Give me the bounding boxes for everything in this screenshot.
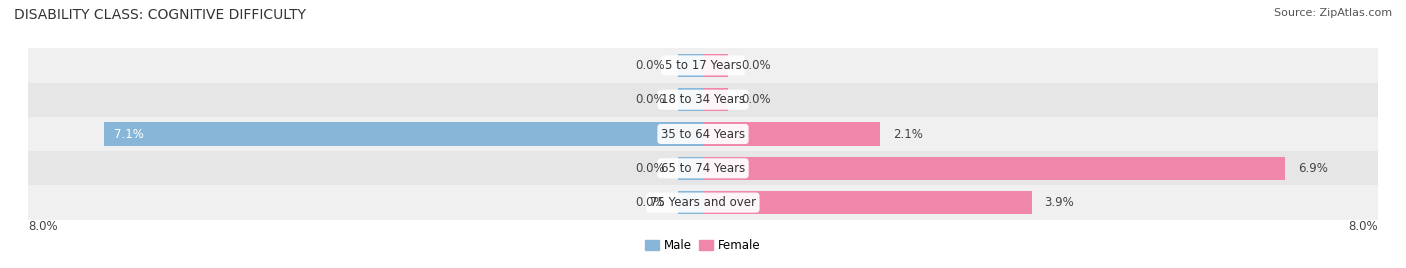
Bar <box>28 151 1378 185</box>
Text: 35 to 64 Years: 35 to 64 Years <box>661 128 745 140</box>
Text: 18 to 34 Years: 18 to 34 Years <box>661 93 745 106</box>
Bar <box>678 191 703 214</box>
Bar <box>28 48 1378 83</box>
Bar <box>678 88 703 111</box>
Bar <box>703 122 880 146</box>
Text: 7.1%: 7.1% <box>114 128 143 140</box>
Text: 8.0%: 8.0% <box>1348 220 1378 233</box>
Bar <box>703 157 1285 180</box>
Text: 6.9%: 6.9% <box>1298 162 1327 175</box>
Text: 2.1%: 2.1% <box>893 128 922 140</box>
Legend: Male, Female: Male, Female <box>641 234 765 257</box>
Bar <box>703 88 728 111</box>
Text: DISABILITY CLASS: COGNITIVE DIFFICULTY: DISABILITY CLASS: COGNITIVE DIFFICULTY <box>14 8 307 22</box>
Text: 75 Years and over: 75 Years and over <box>650 196 756 209</box>
Bar <box>28 83 1378 117</box>
Bar <box>28 117 1378 151</box>
Bar <box>104 122 703 146</box>
Text: 0.0%: 0.0% <box>636 59 665 72</box>
Text: 5 to 17 Years: 5 to 17 Years <box>665 59 741 72</box>
Text: 0.0%: 0.0% <box>636 93 665 106</box>
Text: 0.0%: 0.0% <box>636 196 665 209</box>
Text: 8.0%: 8.0% <box>28 220 58 233</box>
Bar <box>678 54 703 77</box>
Text: 0.0%: 0.0% <box>636 162 665 175</box>
Bar <box>703 191 1032 214</box>
Text: 0.0%: 0.0% <box>741 59 770 72</box>
Bar <box>703 54 728 77</box>
Text: 3.9%: 3.9% <box>1045 196 1074 209</box>
Text: 65 to 74 Years: 65 to 74 Years <box>661 162 745 175</box>
Text: Source: ZipAtlas.com: Source: ZipAtlas.com <box>1274 8 1392 18</box>
Bar <box>28 185 1378 220</box>
Text: 0.0%: 0.0% <box>741 93 770 106</box>
Bar <box>678 157 703 180</box>
